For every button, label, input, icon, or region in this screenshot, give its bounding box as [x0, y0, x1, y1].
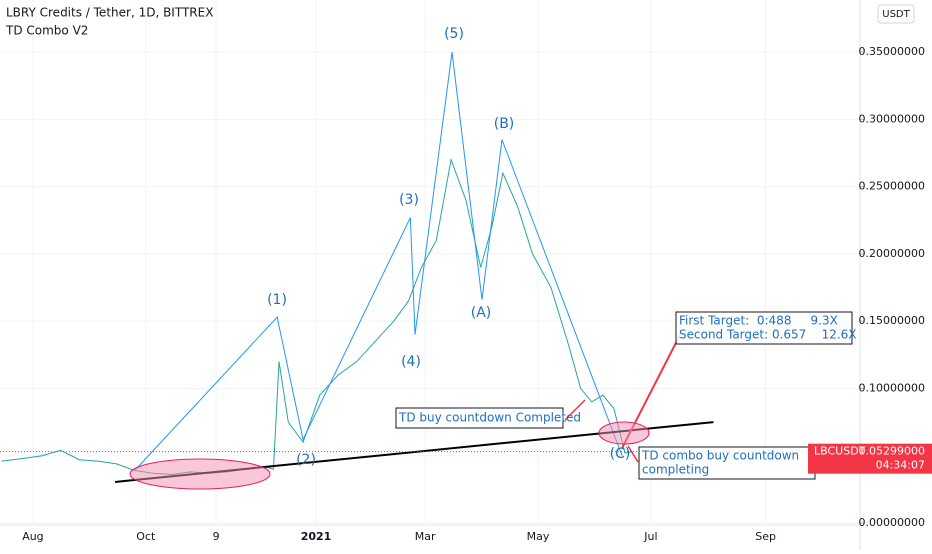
indicator-name: TD Combo V2 [5, 24, 88, 38]
arrow [627, 445, 639, 463]
last-price-box [808, 443, 932, 474]
wave-label: (3) [399, 192, 419, 208]
x-tick-label: Sep [755, 530, 776, 543]
highlight-ellipse [598, 421, 650, 445]
y-tick-label: 0.15000000 [859, 314, 925, 327]
currency-label[interactable]: USDT [882, 9, 910, 20]
note-box [675, 311, 853, 345]
wave-label: (A) [471, 305, 492, 321]
x-tick-label: Mar [415, 530, 436, 543]
wave-label: (5) [444, 26, 464, 42]
y-tick-label: 0.30000000 [859, 112, 925, 125]
wave-label: (2) [296, 452, 316, 468]
wave-label: (C) [610, 446, 631, 462]
arrow [564, 399, 586, 421]
y-tick-label: 0.00000000 [859, 516, 925, 529]
x-tick-label: 2021 [301, 530, 332, 543]
y-tick-label: 0.20000000 [859, 247, 925, 260]
y-tick-label: 0.35000000 [859, 45, 925, 58]
note-text: TD combo buy countdown [641, 449, 799, 463]
series-line [1, 157, 633, 476]
series-line [134, 52, 623, 471]
highlight-ellipse [129, 458, 271, 490]
x-tick-label: Oct [136, 530, 156, 543]
y-tick-label: 0.10000000 [859, 381, 925, 394]
x-tick-label: 9 [213, 530, 220, 543]
note-text: TD buy countdown Completed [398, 411, 581, 425]
x-tick-label: May [527, 530, 550, 543]
wave-label: (1) [267, 292, 287, 308]
last-price-symbol: LBCUSDT [814, 445, 866, 458]
x-tick-label: Aug [22, 530, 43, 543]
symbol-title: LBRY Credits / Tether, 1D, BITTREX [6, 6, 213, 20]
countdown: 04:34:07 [876, 459, 925, 472]
x-tick-label: Jul [643, 530, 657, 543]
note-text: completing [642, 463, 709, 477]
note-text: First Target: 0:488 9.3X [679, 314, 838, 328]
wave-label: (4) [401, 354, 421, 370]
y-tick-label: 0.25000000 [859, 180, 925, 193]
note-text: Second Target: 0.657 12.6X [679, 328, 857, 342]
currency-button[interactable] [877, 4, 915, 24]
note-box [395, 407, 564, 429]
wave-label: (B) [494, 116, 515, 132]
last-price-label: 0.05299000 [859, 445, 925, 458]
